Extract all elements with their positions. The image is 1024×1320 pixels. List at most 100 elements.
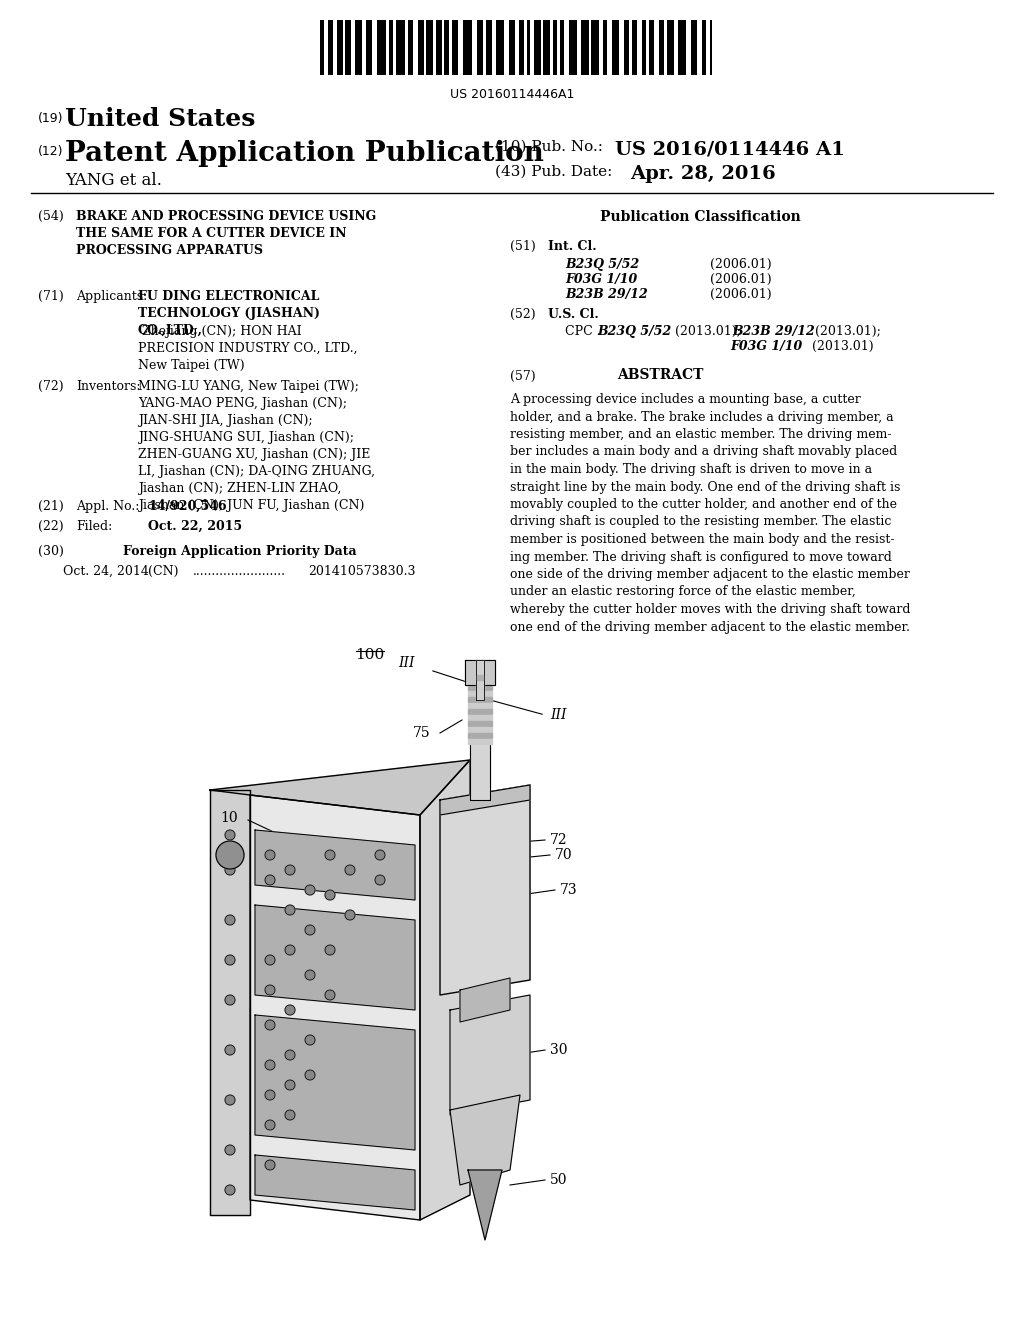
- Circle shape: [345, 909, 355, 920]
- Bar: [634, 20, 637, 75]
- Bar: [411, 20, 413, 75]
- Circle shape: [225, 830, 234, 840]
- Text: ........................: ........................: [193, 565, 286, 578]
- Text: United States: United States: [65, 107, 255, 131]
- Polygon shape: [210, 789, 250, 1214]
- Text: III: III: [398, 656, 415, 671]
- Text: CPC .: CPC .: [565, 325, 604, 338]
- Circle shape: [305, 925, 315, 935]
- Text: U.S. Cl.: U.S. Cl.: [548, 308, 599, 321]
- Circle shape: [325, 890, 335, 900]
- Circle shape: [225, 995, 234, 1005]
- Circle shape: [265, 1060, 275, 1071]
- Bar: [330, 20, 334, 75]
- Bar: [445, 20, 449, 75]
- Circle shape: [305, 970, 315, 979]
- Text: (2013.01);: (2013.01);: [815, 325, 881, 338]
- Text: US 20160114446A1: US 20160114446A1: [450, 88, 574, 102]
- Circle shape: [225, 865, 234, 875]
- Text: B23Q 5/52: B23Q 5/52: [565, 257, 639, 271]
- Text: (57): (57): [510, 370, 536, 383]
- Circle shape: [285, 1110, 295, 1119]
- Bar: [337, 20, 342, 75]
- Circle shape: [375, 850, 385, 861]
- Bar: [501, 20, 504, 75]
- Text: BRAKE AND PROCESSING DEVICE USING
THE SAME FOR A CUTTER DEVICE IN
PROCESSING APP: BRAKE AND PROCESSING DEVICE USING THE SA…: [76, 210, 376, 257]
- Bar: [605, 20, 607, 75]
- Circle shape: [325, 990, 335, 1001]
- Polygon shape: [420, 760, 470, 1220]
- Text: 14/920,546: 14/920,546: [148, 500, 226, 513]
- Circle shape: [325, 945, 335, 954]
- Text: ABSTRACT: ABSTRACT: [616, 368, 703, 381]
- Bar: [553, 20, 555, 75]
- Bar: [703, 20, 706, 75]
- Text: Apr. 28, 2016: Apr. 28, 2016: [630, 165, 776, 183]
- Polygon shape: [460, 978, 510, 1022]
- Bar: [426, 20, 430, 75]
- Polygon shape: [450, 995, 530, 1115]
- Bar: [614, 20, 620, 75]
- Polygon shape: [450, 1096, 520, 1185]
- Bar: [642, 20, 644, 75]
- Polygon shape: [468, 721, 492, 726]
- Bar: [366, 20, 371, 75]
- Text: 30: 30: [550, 1043, 567, 1057]
- Bar: [711, 20, 712, 75]
- Text: (2006.01): (2006.01): [710, 273, 772, 286]
- Bar: [627, 20, 629, 75]
- Text: YANG et al.: YANG et al.: [65, 172, 162, 189]
- Text: Oct. 22, 2015: Oct. 22, 2015: [148, 520, 242, 533]
- Bar: [528, 20, 530, 75]
- Circle shape: [265, 875, 275, 884]
- Bar: [603, 20, 605, 75]
- Text: (54): (54): [38, 210, 63, 223]
- Circle shape: [225, 1144, 234, 1155]
- Circle shape: [375, 875, 385, 884]
- Text: 100: 100: [355, 648, 385, 663]
- Bar: [400, 20, 406, 75]
- Polygon shape: [476, 660, 484, 700]
- Bar: [591, 20, 596, 75]
- Circle shape: [265, 850, 275, 861]
- Polygon shape: [477, 675, 483, 680]
- Bar: [342, 20, 343, 75]
- Circle shape: [305, 1071, 315, 1080]
- Bar: [672, 20, 674, 75]
- Bar: [649, 20, 652, 75]
- Text: (10) Pub. No.:: (10) Pub. No.:: [495, 140, 603, 154]
- Text: Patent Application Publication: Patent Application Publication: [65, 140, 544, 168]
- Bar: [561, 20, 564, 75]
- Bar: [573, 20, 577, 75]
- Polygon shape: [468, 697, 492, 702]
- Text: A processing device includes a mounting base, a cutter
holder, and a brake. The : A processing device includes a mounting …: [510, 393, 910, 634]
- Bar: [409, 20, 411, 75]
- Bar: [453, 20, 456, 75]
- Text: (12): (12): [38, 145, 63, 158]
- Text: (72): (72): [38, 380, 63, 393]
- Bar: [435, 20, 437, 75]
- Text: (2006.01): (2006.01): [710, 288, 772, 301]
- Bar: [585, 20, 590, 75]
- Polygon shape: [468, 727, 492, 733]
- Bar: [701, 20, 703, 75]
- Bar: [463, 20, 468, 75]
- Bar: [437, 20, 441, 75]
- Circle shape: [305, 1035, 315, 1045]
- Bar: [612, 20, 614, 75]
- Polygon shape: [468, 733, 492, 738]
- Polygon shape: [468, 739, 492, 744]
- Bar: [319, 20, 324, 75]
- Bar: [443, 20, 445, 75]
- Text: Publication Classification: Publication Classification: [600, 210, 801, 224]
- Text: (51): (51): [510, 240, 536, 253]
- Bar: [389, 20, 392, 75]
- Text: III: III: [550, 708, 566, 722]
- Text: 72: 72: [550, 833, 567, 847]
- Bar: [358, 20, 361, 75]
- Text: 50: 50: [550, 1173, 567, 1187]
- Bar: [496, 20, 501, 75]
- Circle shape: [265, 954, 275, 965]
- Bar: [682, 20, 686, 75]
- Text: Zhejiang (CN); HON HAI
PRECISION INDUSTRY CO., LTD.,
New Taipei (TW): Zhejiang (CN); HON HAI PRECISION INDUSTR…: [138, 325, 357, 372]
